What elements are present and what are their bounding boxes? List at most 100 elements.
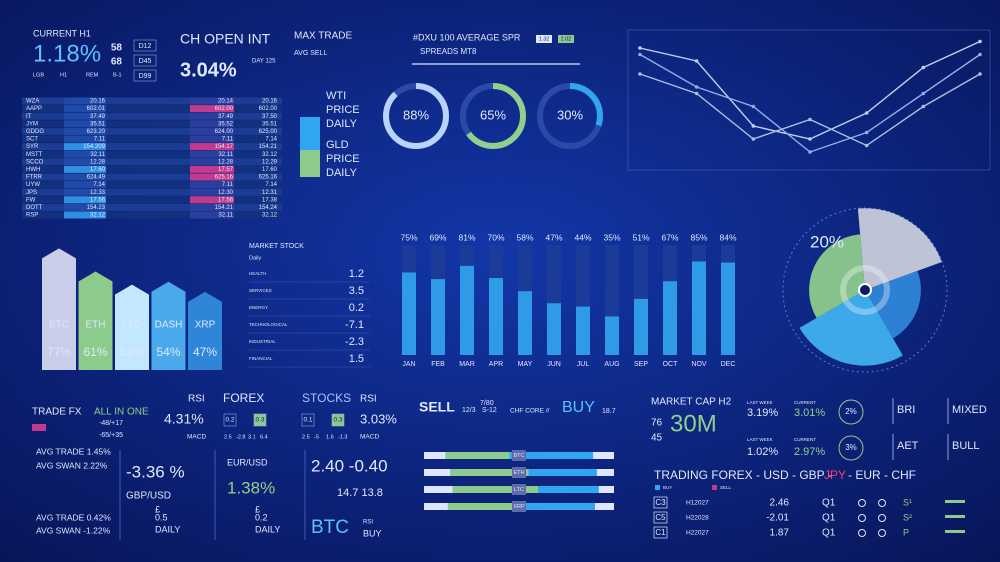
label: 3.01% [794, 407, 825, 419]
label: 0.5 [155, 512, 168, 522]
label: 1.02% [747, 446, 778, 458]
label: LGB [33, 72, 44, 78]
arrow-bar [151, 281, 186, 370]
label: H22028 [686, 515, 709, 522]
label: UYW [26, 182, 40, 188]
bar [518, 291, 532, 355]
label: TRADING FOREX - USD - GBP - [654, 468, 832, 482]
label: 3% [845, 443, 857, 452]
label: SELL [419, 399, 455, 415]
label: GLD [326, 139, 349, 151]
cell-bg [64, 143, 106, 151]
cell-bg [64, 211, 106, 219]
label: 84% [719, 232, 736, 242]
label: 624.00 [215, 129, 234, 135]
cell-bg [64, 105, 106, 113]
label: 602.01 [87, 106, 106, 112]
label: 2% [845, 407, 857, 416]
point [638, 72, 642, 76]
wedge [799, 290, 903, 366]
label: CHF CORE // [510, 408, 550, 415]
label: P [903, 527, 909, 537]
label: 623.20 [87, 129, 106, 135]
label: 2.02 [561, 36, 572, 42]
label: LTC [514, 487, 524, 493]
label: 7.14 [265, 182, 277, 188]
label: -2.8 [236, 434, 245, 440]
label: 12.30 [218, 190, 234, 196]
sell-part [452, 486, 538, 493]
label: 17.57 [218, 167, 234, 173]
label: CURRENT [794, 400, 816, 405]
code-box [653, 526, 668, 539]
label: 67% [661, 232, 678, 242]
cell-bg [190, 120, 234, 128]
code-box [653, 511, 668, 524]
legend-swatch [655, 485, 660, 490]
label: 69% [429, 232, 446, 242]
label: 20.16 [262, 99, 278, 105]
label: 4.31% [164, 411, 204, 427]
row-bg [22, 135, 282, 143]
coin-tag [512, 450, 526, 461]
label: DAILY [255, 524, 280, 534]
cell-bg [64, 120, 106, 128]
buy-part [538, 486, 599, 493]
point [864, 130, 869, 135]
ring-value [460, 83, 526, 149]
label: CURRENT [794, 437, 816, 442]
label: RSI [188, 394, 205, 405]
label: SERVICES [249, 288, 272, 293]
label: - EUR - CHF [848, 468, 916, 482]
label: 32.12 [262, 213, 278, 219]
point [978, 72, 982, 76]
label: MAY [518, 361, 533, 368]
label: -1.3 [338, 434, 347, 440]
row-bg [22, 165, 282, 173]
label: 3.19% [747, 407, 778, 419]
label: JYM [26, 121, 38, 127]
dot [878, 499, 886, 507]
point [694, 91, 699, 96]
arrow-bar [42, 248, 76, 370]
label: AVG SELL [294, 50, 327, 57]
row-bg [22, 203, 282, 211]
row-bg [22, 211, 282, 219]
cell-bg [64, 188, 106, 196]
label: 68 [111, 57, 123, 68]
label: AVG SWAN 2.22% [36, 460, 108, 470]
label: 35.52 [218, 121, 234, 127]
label: 35% [603, 232, 620, 242]
label: LTC [123, 320, 141, 331]
label: 12.33 [90, 190, 106, 196]
dot [878, 514, 886, 522]
label: 20% [810, 232, 844, 251]
sell-part [445, 452, 510, 459]
gld-box [300, 150, 320, 177]
cell-bg [190, 211, 234, 219]
label: TRADE FX [32, 407, 82, 418]
label: BUY [562, 399, 595, 416]
label: 3.04% [180, 59, 237, 81]
tag [32, 424, 46, 431]
line-frame [627, 29, 991, 171]
label: -2.3 [345, 336, 364, 348]
label: 32.11 [90, 152, 105, 158]
label: 7.14 [93, 182, 105, 188]
label: -3.36 % [126, 462, 185, 481]
label: DAILY [326, 167, 358, 179]
label: #DXU 100 AVERAGE SPR [413, 32, 521, 42]
box [301, 413, 315, 427]
label: 602.00 [259, 106, 278, 112]
bar [489, 278, 503, 355]
label: 3.03% [360, 411, 397, 426]
label: 2.5 [224, 434, 232, 440]
label: ETH [514, 470, 525, 476]
box [331, 413, 345, 427]
label: 624.49 [87, 175, 106, 181]
label: DASH [155, 320, 183, 331]
label: 47% [193, 345, 217, 359]
label: Daily [249, 255, 261, 261]
label: BUY [363, 528, 382, 538]
meter [945, 500, 965, 503]
